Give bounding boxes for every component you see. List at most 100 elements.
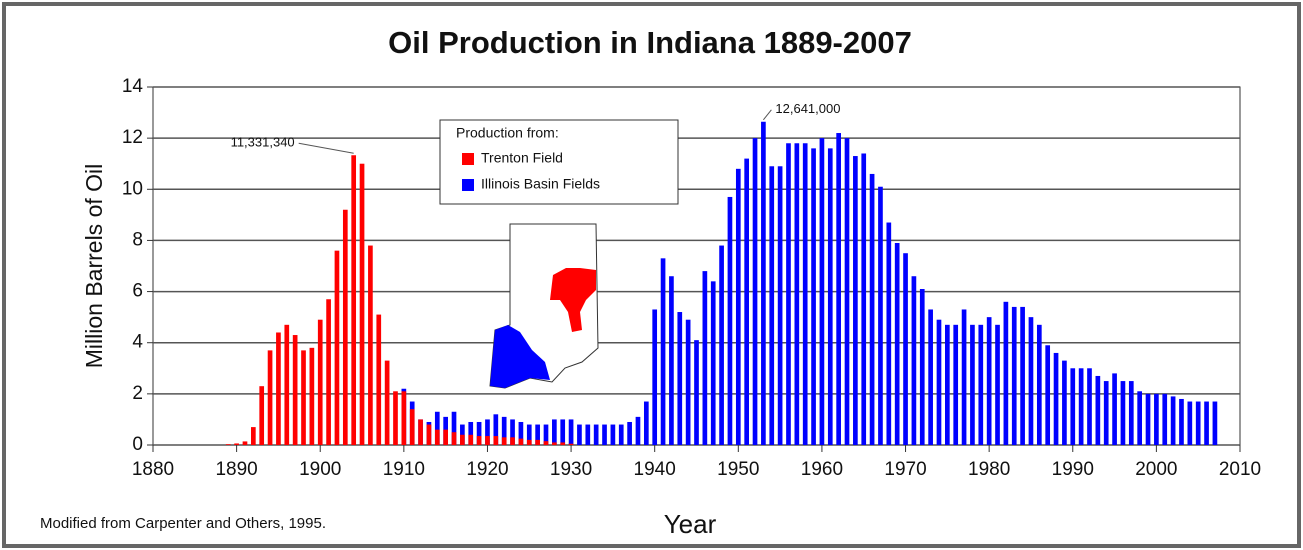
bar bbox=[1145, 393, 1151, 445]
bar bbox=[953, 324, 959, 445]
bar bbox=[1087, 368, 1092, 445]
bar bbox=[643, 401, 649, 445]
bar bbox=[1070, 368, 1076, 445]
bar bbox=[1003, 301, 1009, 445]
annotation-leader bbox=[763, 109, 772, 121]
bar bbox=[376, 314, 382, 445]
bar bbox=[1095, 375, 1101, 445]
legend-label: Trenton Field bbox=[481, 150, 563, 166]
bar bbox=[1112, 373, 1117, 445]
bar bbox=[276, 332, 281, 445]
bar bbox=[853, 156, 858, 446]
x-tick-label: 1940 bbox=[634, 459, 676, 480]
bar bbox=[978, 324, 984, 445]
bar bbox=[560, 419, 566, 445]
y-tick-label: 6 bbox=[132, 281, 143, 302]
bar bbox=[660, 258, 666, 445]
bar bbox=[418, 419, 423, 445]
y-tick-label: 2 bbox=[132, 383, 143, 404]
bar bbox=[1045, 345, 1051, 445]
bar bbox=[1053, 352, 1059, 445]
bar bbox=[878, 186, 883, 445]
bar bbox=[702, 271, 708, 445]
y-tick-label: 8 bbox=[132, 229, 143, 250]
bar bbox=[1204, 401, 1209, 445]
bar bbox=[1162, 393, 1168, 445]
bar bbox=[451, 411, 457, 445]
bar bbox=[685, 319, 691, 445]
bar bbox=[811, 148, 816, 445]
bar bbox=[384, 360, 390, 445]
bar bbox=[543, 441, 549, 445]
bar bbox=[568, 419, 574, 445]
bar bbox=[510, 419, 515, 445]
bar bbox=[468, 434, 474, 445]
y-tick-label: 4 bbox=[132, 332, 143, 353]
bar bbox=[468, 421, 474, 445]
bar bbox=[317, 319, 323, 445]
bar bbox=[526, 439, 532, 445]
y-axis-label: Million Barrels of Oil bbox=[81, 164, 107, 369]
bar bbox=[443, 429, 448, 445]
bar bbox=[250, 427, 256, 445]
bar bbox=[434, 411, 440, 445]
chart-title: Oil Production in Indiana 1889-2007 bbox=[388, 25, 912, 60]
bar bbox=[434, 429, 440, 445]
x-tick-label: 1950 bbox=[717, 459, 759, 480]
plot-area: 0 2 4 6 8 10 12 14 1880 1890 1900 1910 1920 1930 1940 1… bbox=[122, 76, 1261, 480]
bar bbox=[1128, 381, 1134, 445]
x-tick-label: 1880 bbox=[132, 459, 174, 480]
x-tick-label: 1970 bbox=[884, 459, 926, 480]
bar bbox=[292, 335, 298, 445]
x-tick-label: 1990 bbox=[1052, 459, 1094, 480]
bar bbox=[501, 437, 507, 445]
bar bbox=[460, 434, 465, 445]
bar bbox=[986, 317, 992, 445]
legend-title: Production from: bbox=[456, 125, 559, 141]
bar bbox=[518, 438, 524, 445]
bar bbox=[501, 416, 507, 445]
bar bbox=[1020, 306, 1025, 445]
y-tick-label: 12 bbox=[122, 127, 143, 148]
bar bbox=[409, 409, 415, 445]
bar bbox=[719, 245, 724, 445]
bar bbox=[1062, 360, 1067, 445]
bar bbox=[886, 222, 892, 445]
bar bbox=[694, 340, 699, 445]
x-tick-label: 1960 bbox=[801, 459, 843, 480]
bar bbox=[518, 421, 524, 445]
bar bbox=[552, 419, 557, 445]
legend: Production from: Trenton Field Illinois B… bbox=[439, 119, 679, 205]
bar bbox=[1120, 381, 1126, 445]
bar bbox=[259, 386, 265, 445]
bar bbox=[945, 324, 950, 445]
bar bbox=[267, 350, 273, 445]
bar bbox=[618, 424, 624, 445]
bar bbox=[1137, 391, 1143, 445]
x-tick-label: 1900 bbox=[299, 459, 341, 480]
y-tick-label: 14 bbox=[122, 76, 144, 97]
source-note: Modified from Carpenter and Others, 1995… bbox=[40, 515, 326, 532]
bar bbox=[1011, 306, 1017, 445]
x-tick-label: 1920 bbox=[466, 459, 508, 480]
bar bbox=[710, 281, 716, 445]
annotation-leader bbox=[298, 142, 354, 154]
bar bbox=[326, 299, 331, 445]
bar bbox=[426, 424, 432, 445]
bar bbox=[1179, 398, 1184, 445]
bar bbox=[1078, 368, 1084, 445]
bar bbox=[786, 143, 791, 445]
bar bbox=[744, 158, 750, 445]
x-axis-label: Year bbox=[664, 509, 717, 539]
bar bbox=[493, 414, 499, 445]
bar bbox=[510, 437, 515, 445]
x-tick-label: 1980 bbox=[968, 459, 1010, 480]
bar bbox=[552, 442, 557, 445]
bar bbox=[911, 276, 917, 445]
x-tick-label: 2000 bbox=[1135, 459, 1177, 480]
bar bbox=[635, 416, 641, 445]
bar bbox=[844, 138, 850, 445]
bar bbox=[560, 442, 566, 445]
legend-swatch bbox=[462, 153, 474, 165]
